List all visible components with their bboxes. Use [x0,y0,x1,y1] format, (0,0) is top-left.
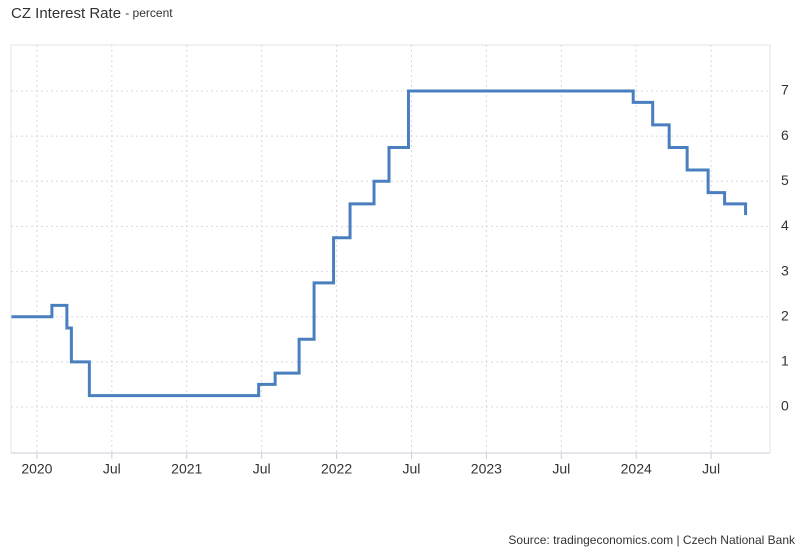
y-tick-label: 2 [781,307,789,323]
y-tick-label: 1 [781,353,789,369]
y-tick-label: 4 [781,217,789,233]
y-tick-label: 7 [781,82,789,98]
y-tick-label: 6 [781,127,789,143]
x-tick-label: 2020 [21,461,52,477]
x-tick-label: Jul [253,461,271,477]
x-tick-label: Jul [552,461,570,477]
source: Source: tradingeconomics.com | Czech Nat… [508,533,796,547]
x-tick-label: Jul [702,461,720,477]
chart-title: CZ Interest Rate [11,5,121,22]
chart-title-group: CZ Interest Rate - percent [11,5,173,22]
chart-subtitle: - percent [125,6,173,20]
x-tick-label: 2023 [471,461,502,477]
plot-frame [10,44,771,454]
x-tick-label: 2021 [171,461,202,477]
x-tick-label: Jul [103,461,121,477]
x-tick-label: Jul [403,461,421,477]
x-tick-label: 2022 [321,461,352,477]
y-tick-label: 0 [781,398,789,414]
x-tick-label: 2024 [621,461,652,477]
y-tick-label: 3 [781,262,789,278]
y-tick-label: 5 [781,172,789,188]
data-line [11,89,748,398]
